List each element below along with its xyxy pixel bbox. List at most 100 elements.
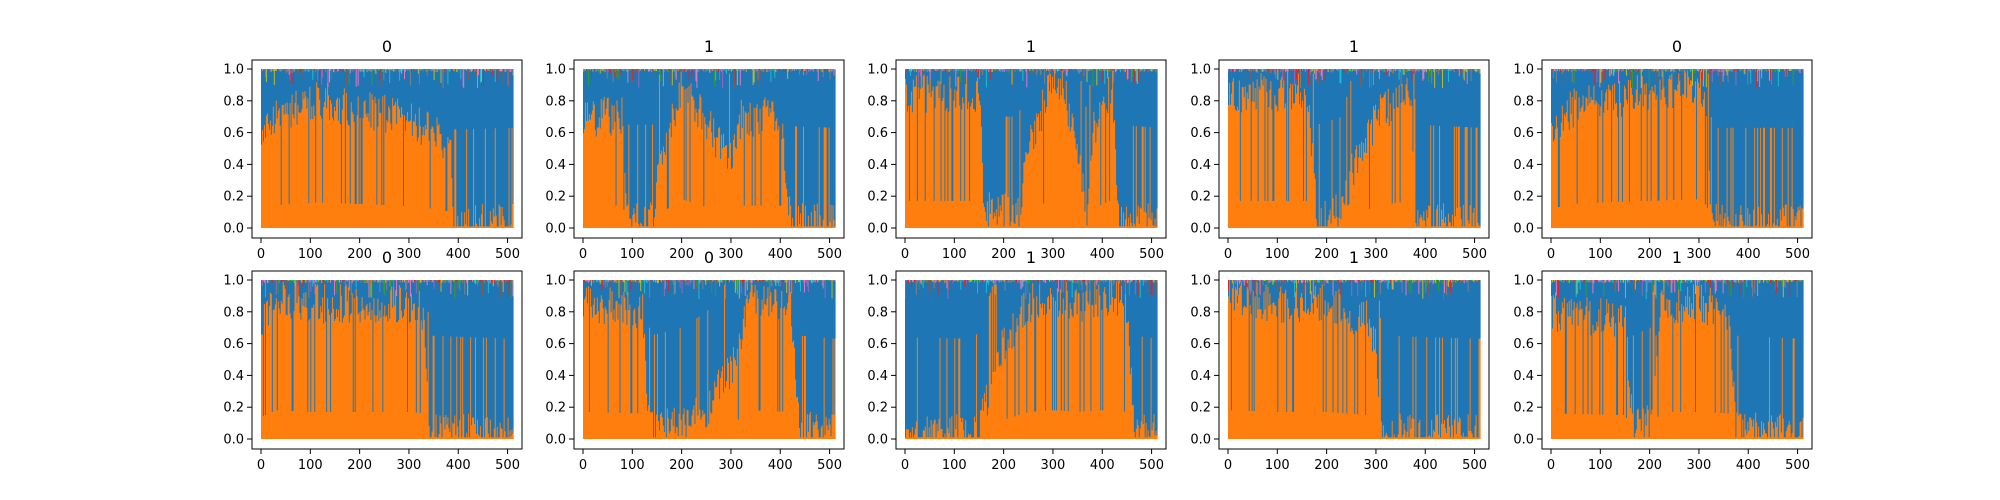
- area-segment-minor: [1422, 69, 1424, 81]
- area-segment-class1: [696, 112, 699, 228]
- area-segment-class0: [261, 285, 264, 335]
- area-segment-class0: [953, 71, 955, 101]
- area-segment-class0: [1746, 70, 1748, 227]
- area-segment-class0: [1702, 86, 1705, 100]
- area-segment-minor: [315, 69, 317, 72]
- area-segment-minor: [379, 280, 381, 292]
- area-segment-class0: [1313, 73, 1316, 174]
- area-segment-minor: [508, 280, 511, 296]
- area-segment-class0: [493, 69, 496, 217]
- area-segment-class1: [1401, 83, 1404, 229]
- area-segment-class0: [310, 70, 312, 120]
- area-segment-minor: [944, 69, 947, 72]
- area-segment-class0: [1785, 76, 1788, 205]
- area-segment-minor: [1329, 69, 1332, 70]
- area-segment-class1: [1626, 103, 1629, 228]
- area-segment-class0: [977, 77, 980, 94]
- area-segment-class0: [409, 85, 412, 121]
- area-segment-class0: [631, 81, 633, 227]
- area-segment-minor: [979, 69, 982, 71]
- area-segment-minor: [407, 69, 410, 70]
- area-segment-minor: [818, 69, 821, 71]
- area-segment-class0: [350, 295, 353, 313]
- area-segment-class0: [611, 71, 614, 106]
- area-segment-class1: [960, 200, 962, 228]
- area-segment-minor: [346, 280, 349, 282]
- area-segment-class1: [1153, 226, 1156, 228]
- area-segment-minor: [1394, 69, 1397, 71]
- area-segment-minor: [628, 69, 630, 71]
- area-segment-class1: [648, 405, 650, 439]
- area-segment-class0: [383, 80, 385, 206]
- area-segment-class1: [945, 110, 948, 228]
- area-segment-class1: [495, 215, 498, 228]
- area-segment-class1: [1621, 116, 1623, 228]
- area-segment-class0: [1672, 70, 1674, 109]
- area-segment-class1: [1665, 104, 1667, 228]
- area-segment-class1: [1738, 226, 1740, 228]
- area-segment-class1: [463, 226, 465, 228]
- area-segment-class0: [302, 286, 305, 307]
- area-segment-minor: [1059, 69, 1062, 72]
- area-segment-class0: [829, 79, 832, 222]
- area-segment-class0: [1424, 71, 1426, 221]
- area-segment-class0: [499, 297, 502, 423]
- area-segment-class1: [333, 320, 336, 439]
- area-segment-class1: [466, 129, 468, 228]
- area-segment-class0: [1256, 72, 1259, 80]
- area-segment-minor: [1134, 69, 1137, 72]
- area-segment-minor: [510, 69, 513, 73]
- area-segment-class1: [1298, 73, 1300, 228]
- area-segment-class1: [926, 75, 929, 228]
- area-segment-class1: [1090, 160, 1093, 228]
- area-segment-class1: [346, 301, 349, 439]
- area-segment-class1: [1353, 184, 1355, 228]
- area-segment-class0: [404, 79, 406, 116]
- area-segment-class1: [1705, 116, 1708, 228]
- area-segment-minor: [1301, 69, 1304, 71]
- area-segment-minor: [621, 280, 624, 284]
- area-segment-class0: [1272, 71, 1274, 201]
- area-segment-class1: [263, 304, 266, 439]
- area-segment-minor: [510, 280, 513, 297]
- area-segment-class1: [352, 114, 355, 228]
- area-segment-minor: [1411, 69, 1414, 83]
- area-segment-class0: [388, 70, 390, 107]
- area-segment-class0: [1078, 73, 1081, 165]
- area-segment-class1: [1617, 117, 1619, 228]
- area-segment-class0: [447, 84, 449, 137]
- area-segment-class0: [1581, 71, 1584, 106]
- area-segment-class1: [281, 303, 284, 439]
- area-segment-class0: [1566, 69, 1569, 101]
- area-segment-class0: [272, 281, 275, 310]
- area-segment-class0: [1142, 75, 1145, 127]
- area-segment-class1: [728, 73, 731, 229]
- area-segment-class1: [1300, 92, 1302, 228]
- area-segment-minor: [1424, 69, 1426, 72]
- area-segment-minor: [361, 280, 364, 281]
- area-segment-class1: [278, 308, 281, 439]
- area-segment-class0: [285, 73, 288, 114]
- area-segment-minor: [1695, 69, 1698, 70]
- area-segment-class1: [404, 115, 406, 228]
- area-segment-class0: [1801, 70, 1804, 209]
- area-segment-class1: [933, 200, 936, 228]
- area-segment-class1: [1262, 85, 1265, 229]
- area-segment-class0: [639, 71, 641, 227]
- area-segment-class1: [1131, 226, 1134, 228]
- area-segment-class1: [272, 309, 275, 439]
- area-segment-class1: [272, 106, 275, 228]
- area-segment-class0: [415, 69, 418, 127]
- area-segment-class1: [305, 292, 307, 439]
- area-segment-minor: [399, 280, 401, 283]
- area-segment-class0: [1267, 75, 1270, 201]
- area-segment-minor: [709, 69, 711, 73]
- area-segment-class0: [450, 293, 452, 337]
- area-segment-minor: [1730, 69, 1733, 72]
- area-segment-class0: [505, 282, 508, 438]
- area-segment-class1: [1592, 99, 1595, 229]
- area-segment-minor: [487, 69, 490, 71]
- area-segment-minor: [939, 69, 942, 82]
- area-segment-class0: [641, 283, 643, 320]
- area-segment-class1: [454, 129, 456, 228]
